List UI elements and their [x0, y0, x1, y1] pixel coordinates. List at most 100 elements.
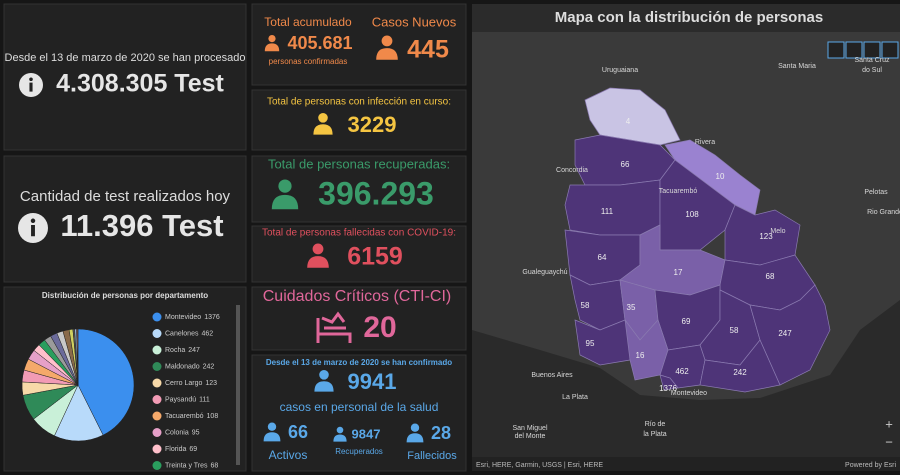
- place-label: Santa Cruz: [854, 57, 890, 64]
- legend-value: 69: [189, 446, 197, 453]
- home-button[interactable]: [827, 41, 845, 59]
- person-icon: [336, 426, 344, 434]
- department: [584, 87, 681, 146]
- attribution: Esri, HERE, Garmin, USGS | Esri, HERE: [476, 462, 603, 469]
- person-icon: [267, 422, 277, 431]
- person-icon: [313, 124, 333, 135]
- department-value: 242: [733, 368, 747, 377]
- legend-label: Cerro Largo: [165, 380, 202, 387]
- department-value: 16: [636, 351, 645, 360]
- value: 4.308.305 Test: [56, 70, 224, 98]
- place-label: San Miguel: [512, 425, 547, 432]
- map-footer: [472, 457, 900, 471]
- place-label: Rio Grande: [867, 209, 900, 216]
- value: 9941: [348, 369, 397, 394]
- legend-swatch: [152, 362, 162, 371]
- panel: [251, 89, 467, 151]
- value: 396.293: [318, 175, 434, 211]
- person-icon: [271, 194, 299, 210]
- place-label: del Monte: [515, 433, 546, 440]
- person-icon: [318, 113, 328, 123]
- place-label: Concordia: [556, 167, 588, 174]
- basemap-button[interactable]: [881, 41, 899, 59]
- department-value: 10: [716, 172, 725, 181]
- department-value: 66: [621, 160, 630, 169]
- department-value: 35: [627, 303, 636, 312]
- powered-by: Powered by Esri: [845, 462, 896, 469]
- place-label: Uruguaiana: [602, 67, 638, 74]
- water: [472, 300, 900, 457]
- legend-swatch: [152, 444, 162, 454]
- department-value: 108: [685, 210, 699, 219]
- panel: [251, 354, 467, 472]
- legend-value: 242: [203, 363, 215, 370]
- label: Fallecidos: [407, 450, 457, 462]
- person-icon: [410, 423, 420, 432]
- person-icon: [314, 381, 334, 392]
- scrollbar[interactable]: [236, 305, 240, 465]
- person-icon: [264, 43, 280, 52]
- legend-swatch: [152, 345, 162, 355]
- place-label: La Plata: [562, 394, 588, 401]
- legend-value: 123: [205, 380, 217, 387]
- label: Recuperados: [335, 447, 383, 456]
- department-value: 247: [778, 329, 792, 338]
- title: Total de personas recuperadas:: [268, 156, 450, 171]
- panel: [251, 225, 467, 283]
- legend-value: 1376: [204, 314, 220, 321]
- department-value: 462: [675, 367, 689, 376]
- legend-label: Montevideo: [165, 314, 201, 321]
- legend-label: Paysandú: [165, 396, 196, 403]
- zoom-out[interactable]: −: [885, 434, 893, 449]
- value: 6159: [347, 243, 403, 271]
- legend-swatch: [152, 411, 162, 421]
- legend-value: 108: [207, 413, 219, 420]
- place-label: Rivera: [695, 139, 715, 146]
- legend-label: Florida: [165, 446, 187, 453]
- value: 11.396 Test: [60, 208, 223, 243]
- legend-label: Canelones: [165, 330, 199, 337]
- map-tools: + −: [827, 41, 899, 449]
- department-value: 95: [586, 339, 595, 348]
- bed-icon: [316, 311, 352, 343]
- title: Total de personas fallecidas con COVID-1…: [262, 228, 456, 239]
- department-value: 111: [601, 207, 614, 216]
- caption: personas confirmadas: [269, 57, 348, 66]
- title: Cuidados Críticos (CTI-CI): [263, 288, 451, 305]
- department-value: 68: [766, 272, 775, 281]
- place-label: Montevideo: [671, 390, 707, 397]
- place-label: la Plata: [643, 431, 666, 438]
- department-value: 4: [626, 117, 631, 126]
- legend-label: Tacuarembó: [165, 413, 204, 420]
- person-icon: [263, 432, 281, 442]
- info-icon: [29, 82, 33, 92]
- value: 445: [407, 36, 449, 64]
- layers-button[interactable]: [863, 41, 881, 59]
- legend-label: Treinta y Tres: [165, 462, 208, 469]
- person-icon: [319, 370, 329, 380]
- info-icon: [29, 77, 33, 82]
- place-label: Gualeguaychú: [522, 269, 567, 276]
- chart-title: Distribución de personas por departament…: [42, 291, 208, 300]
- department-value: 69: [682, 317, 691, 326]
- value: 9847: [352, 426, 381, 441]
- title: Total de personas con infección en curso…: [267, 97, 451, 108]
- legend-value: 462: [201, 330, 213, 337]
- legend-value: 95: [192, 429, 200, 436]
- department: [699, 339, 781, 393]
- caption: Desde el 13 de marzo de 2020 se han proc…: [5, 52, 246, 64]
- list-button[interactable]: [845, 41, 863, 59]
- label: Activos: [269, 448, 308, 462]
- legend-value: 68: [211, 462, 219, 469]
- zoom-in[interactable]: +: [885, 416, 893, 431]
- place-label: Santa Maria: [778, 63, 816, 70]
- info-icon: [30, 218, 36, 224]
- legend-swatch: [152, 461, 162, 470]
- legend-value: 111: [199, 396, 210, 403]
- legend-label: Rocha: [165, 347, 185, 354]
- person-icon: [307, 256, 329, 268]
- pie-slice: [54, 384, 104, 442]
- department-value: 1376: [659, 384, 677, 393]
